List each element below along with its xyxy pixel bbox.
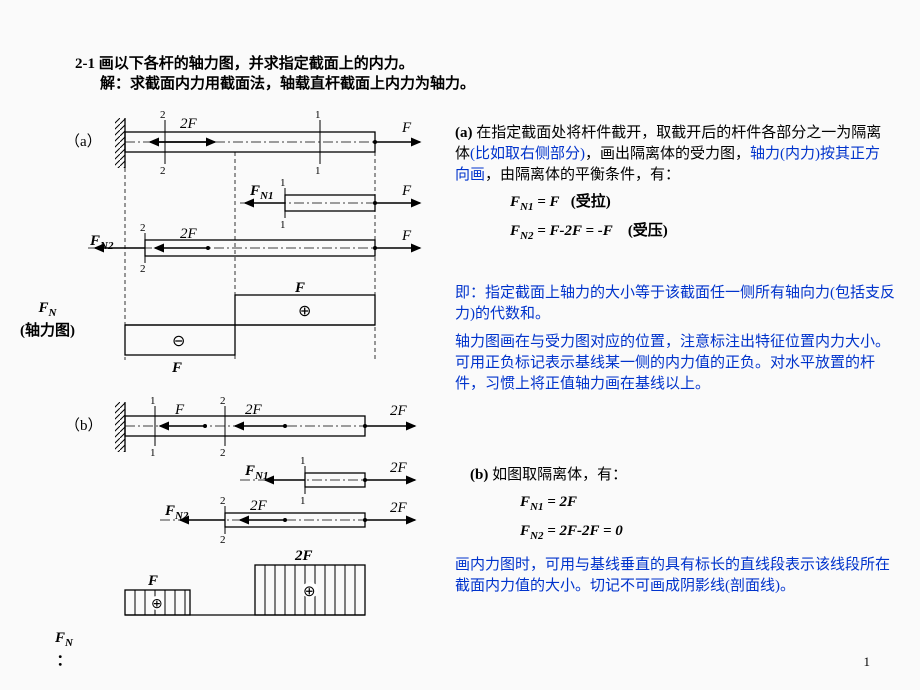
svg-text:⊕: ⊕ — [303, 584, 316, 600]
problem-title-1: 2-1 画以下各杆的轴力图，并求指定截面上的内力。 — [75, 52, 414, 73]
svg-text:1: 1 — [280, 219, 286, 231]
fn-axis-label: FN (轴力图) — [20, 300, 75, 340]
svg-text:FN2: FN2 — [89, 233, 114, 252]
svg-text:F: F — [174, 402, 185, 418]
svg-text:⊕: ⊕ — [151, 597, 163, 612]
svg-text:2: 2 — [160, 109, 166, 121]
svg-text:⊖: ⊖ — [172, 333, 185, 350]
svg-text:2F: 2F — [390, 460, 408, 476]
blue-note-1: 即：指定截面上轴力的大小等于该截面任一侧所有轴向力(包括支反力)的代数和。 — [455, 283, 895, 331]
svg-text:（a）: （a） — [65, 133, 102, 150]
svg-text:（b）: （b） — [65, 417, 103, 434]
svg-text:F: F — [401, 228, 412, 244]
svg-text:FN1: FN1 — [244, 463, 268, 482]
blue-note-2: 轴力图画在与受力图对应的位置，注意标注出特征位置内力大小。可用正负标记表示基线某… — [455, 332, 895, 401]
svg-text:2: 2 — [160, 165, 166, 177]
svg-text:1: 1 — [150, 447, 156, 459]
svg-text:F: F — [401, 120, 412, 136]
diagram-a: （a） 2F F 11 22 FN1 F 11 — [60, 100, 440, 380]
svg-text:1: 1 — [300, 455, 306, 467]
svg-text:F: F — [171, 360, 182, 376]
svg-text:F: F — [294, 280, 305, 296]
svg-text:2F: 2F — [390, 500, 408, 516]
problem-title-2: 解：求截面内力用截面法，轴载直杆截面上内力为轴力。 — [100, 72, 475, 93]
svg-text:2F: 2F — [390, 403, 408, 419]
diagram-b: （b） F 2F 2F 11 22 FN1 2F 11 FN2 — [60, 390, 440, 670]
svg-text:2F: 2F — [245, 402, 263, 418]
svg-text:1: 1 — [150, 395, 156, 407]
svg-text:FN1: FN1 — [249, 183, 273, 202]
page-number: 1 — [864, 654, 871, 670]
blue-note-3: 画内力图时，可用与基线垂直的具有标长的直线段表示该线段所在截面内力值的大小。切记… — [455, 555, 895, 603]
svg-text:1: 1 — [315, 109, 321, 121]
svg-text:2F: 2F — [250, 498, 268, 514]
svg-text:FN2: FN2 — [164, 503, 189, 522]
svg-text:2: 2 — [220, 395, 226, 407]
explanation-a: (a) 在指定截面处将杆件截开，取截开后的杆件各部分之一为隔离体(比如取右侧部分… — [455, 123, 895, 251]
svg-text:2: 2 — [140, 263, 146, 275]
svg-text:F: F — [147, 573, 158, 589]
svg-text:2F: 2F — [180, 116, 198, 132]
explanation-b: (b) 如图取隔离体，有： FN1 = 2F FN2 = 2F-2F = 0 — [470, 465, 890, 551]
svg-text:1: 1 — [280, 177, 286, 189]
svg-text:1: 1 — [300, 495, 306, 507]
svg-text:2: 2 — [220, 495, 226, 507]
svg-text:1: 1 — [315, 165, 321, 177]
svg-text:⊕: ⊕ — [298, 303, 311, 320]
svg-text:2: 2 — [140, 222, 146, 234]
svg-text:2: 2 — [220, 447, 226, 459]
fn-bottom-label: FN ： — [55, 630, 73, 670]
svg-text:2F: 2F — [180, 226, 198, 242]
svg-text:2: 2 — [220, 534, 226, 546]
svg-text:2F: 2F — [294, 548, 313, 564]
svg-text:F: F — [401, 183, 412, 199]
